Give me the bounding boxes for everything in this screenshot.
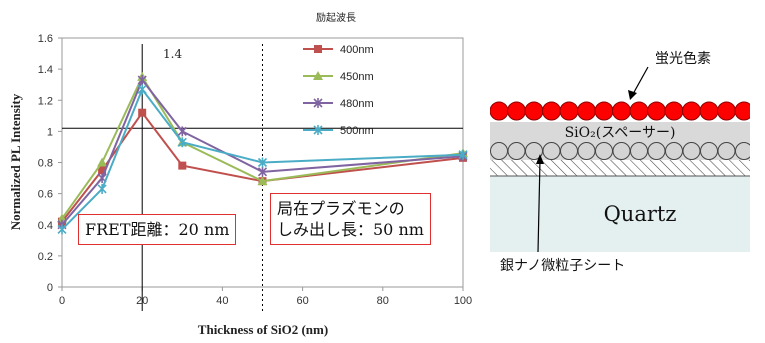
silver-nanoparticle-row bbox=[490, 142, 750, 160]
dye-molecule bbox=[699, 101, 719, 121]
y-tick-label: 0.4 bbox=[38, 220, 53, 232]
x-tick-label: 40 bbox=[216, 295, 228, 307]
y-tick-label: 1.2 bbox=[38, 95, 53, 107]
dye-molecule bbox=[490, 101, 509, 121]
plot-area: 00.20.40.60.811.21.41.60 20 40 60 80 100 bbox=[38, 33, 472, 311]
silver-sheet-label: 銀ナノ微粒子シート bbox=[500, 258, 625, 274]
x-tick-label: 0 bbox=[59, 295, 65, 307]
y-tick-label: 1 bbox=[47, 126, 53, 138]
dye-molecule bbox=[542, 101, 561, 121]
dye-molecule bbox=[629, 101, 649, 121]
silver-nanoparticle bbox=[665, 142, 683, 160]
silver-pointer-arrow bbox=[537, 159, 541, 253]
legend-entry-450nm: 450nm bbox=[340, 71, 374, 83]
spacer-label: SiO₂(スペーサー) bbox=[565, 125, 676, 141]
data-point bbox=[257, 157, 268, 168]
dye-arrow-head bbox=[628, 90, 637, 100]
fret-distance-annotation: FRET距離：20 nm bbox=[78, 214, 237, 245]
dye-molecule bbox=[507, 101, 526, 121]
legend-title: 励起波長 bbox=[316, 11, 356, 24]
dye-molecule bbox=[682, 101, 701, 121]
silver-nanoparticle bbox=[577, 142, 596, 160]
dye-molecule bbox=[559, 101, 579, 121]
x-tick-label: 100 bbox=[454, 295, 472, 307]
peak-value-label: 1.4 bbox=[163, 47, 182, 61]
dye-molecule bbox=[664, 101, 684, 121]
data-point bbox=[177, 126, 187, 137]
pl-intensity-chart: 00.20.40.60.811.21.41.60 20 40 60 80 100 Norm… bbox=[8, 11, 472, 337]
data-point bbox=[98, 166, 107, 175]
x-axis-title: Thickness of SiO2 (nm) bbox=[198, 322, 328, 337]
y-tick-label: 0.8 bbox=[38, 158, 53, 170]
silver-nanoparticle bbox=[507, 142, 526, 160]
y-tick-label: 0.2 bbox=[38, 251, 53, 263]
silver-nanoparticle bbox=[595, 142, 613, 160]
series-line-500nm bbox=[61, 87, 464, 231]
layer-structure-diagram: SiO₂(スペーサー) Quartz 蛍光色素 銀ナノ微粒子シート bbox=[490, 50, 750, 274]
silver-nanoparticle bbox=[682, 142, 701, 160]
data-point bbox=[57, 224, 67, 235]
legend-entry-400nm: 400nm bbox=[340, 44, 374, 56]
data-point bbox=[178, 161, 187, 170]
y-tick-label: 1.4 bbox=[38, 64, 53, 76]
plasmon-length-line-2: しみ出し長：50 nm bbox=[277, 220, 424, 239]
silver-nanoparticle bbox=[647, 142, 666, 160]
y-tick-label: 0 bbox=[47, 282, 53, 294]
y-tick-label: 0.6 bbox=[38, 189, 53, 201]
silver-nanoparticle bbox=[490, 142, 508, 160]
silver-nanoparticle bbox=[612, 142, 631, 160]
silver-nanoparticle bbox=[735, 142, 750, 160]
series-line-480nm bbox=[61, 78, 464, 226]
hatched-interface bbox=[490, 160, 750, 176]
data-point bbox=[177, 137, 187, 148]
plasmon-length-line-1: 局在プラズモンの bbox=[277, 199, 405, 218]
legend: 400nm 450nm 480nm 500nm bbox=[303, 44, 374, 137]
silver-nanoparticle bbox=[630, 142, 648, 160]
dye-molecule bbox=[734, 101, 750, 121]
data-point bbox=[257, 176, 268, 186]
y-tick-label: 1.6 bbox=[38, 33, 53, 45]
dye-label: 蛍光色素 bbox=[655, 50, 711, 67]
dye-molecule bbox=[577, 101, 596, 121]
quartz-label: Quartz bbox=[604, 202, 677, 226]
data-point bbox=[97, 183, 107, 194]
dye-molecule bbox=[717, 101, 736, 121]
data-point bbox=[137, 75, 147, 86]
silver-nanoparticle bbox=[700, 142, 718, 160]
plasmon-length-annotation: 局在プラズモンの しみ出し長：50 nm bbox=[270, 193, 431, 245]
data-point bbox=[97, 157, 108, 167]
dye-molecule bbox=[612, 101, 631, 121]
x-tick-label: 80 bbox=[377, 295, 389, 307]
fret-distance-text: FRET距離：20 nm bbox=[85, 220, 230, 239]
data-point bbox=[138, 108, 147, 117]
y-axis-title: Normalized PL Intensity bbox=[8, 93, 23, 230]
silver-nanoparticle bbox=[542, 142, 561, 160]
legend-entry-500nm: 500nm bbox=[340, 125, 374, 137]
dye-molecule bbox=[647, 101, 666, 121]
legend-entry-480nm: 480nm bbox=[340, 98, 374, 110]
dye-pointer-arrow bbox=[632, 66, 649, 95]
dye-molecule bbox=[524, 101, 544, 121]
data-point bbox=[314, 45, 322, 53]
x-tick-label: 60 bbox=[296, 295, 308, 307]
silver-nanoparticle bbox=[560, 142, 578, 160]
data-point bbox=[313, 71, 323, 80]
silver-nanoparticle bbox=[717, 142, 736, 160]
silver-arrow-head bbox=[536, 154, 544, 164]
dye-molecule bbox=[594, 101, 614, 121]
quartz-substrate bbox=[490, 176, 750, 252]
data-point bbox=[57, 213, 67, 223]
data-point bbox=[313, 125, 323, 135]
series-line-450nm bbox=[61, 74, 464, 220]
dye-molecule-row bbox=[490, 101, 750, 121]
data-point bbox=[313, 98, 323, 108]
data-point bbox=[257, 166, 268, 177]
data-point bbox=[137, 84, 147, 95]
data-point bbox=[458, 149, 468, 160]
